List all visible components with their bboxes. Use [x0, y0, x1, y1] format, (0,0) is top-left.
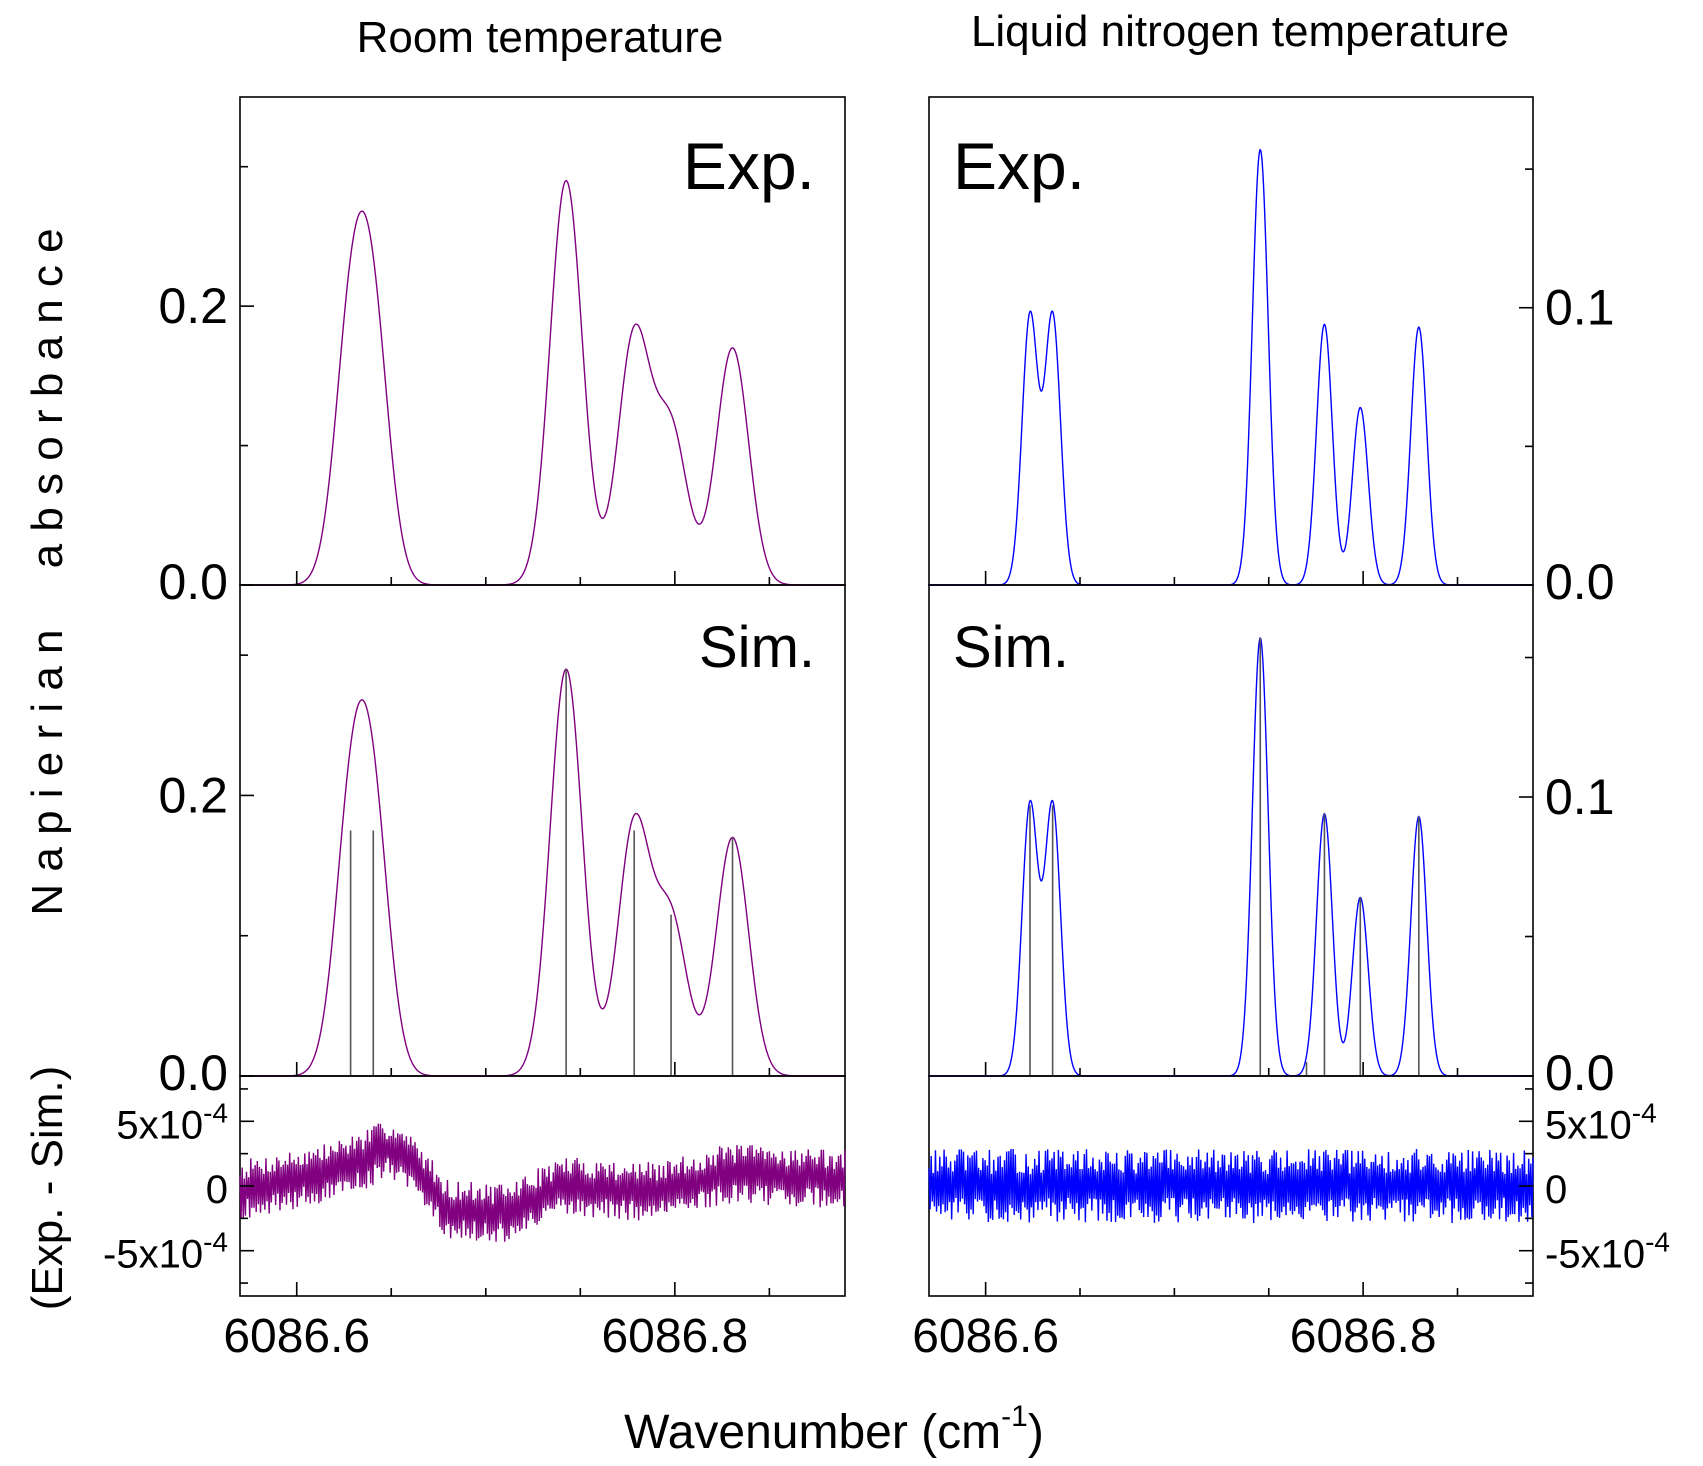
y-tick-label: 0: [206, 1168, 228, 1212]
y-tick-label: 0.2: [158, 278, 228, 334]
y-axis-label-residual: (Exp. - Sim.): [23, 1066, 72, 1310]
y-tick-label: 0.0: [158, 554, 228, 610]
panel-room-residual: 6086.6 6086.8 -5x10-4 0 5x10-4: [103, 1075, 846, 1363]
y-tick-label: -5x10-4: [103, 1227, 228, 1277]
y-tick-label: 0.0: [1545, 1045, 1615, 1101]
x-tick-label: 6086.6: [912, 1310, 1059, 1363]
panel-room-experimental: Exp. 0.0 0.2: [158, 96, 846, 610]
y-tick-label: 0.0: [158, 1045, 228, 1101]
panel-room-simulated: Sim. 0.0 0.2: [158, 584, 846, 1101]
series-line: [240, 179, 845, 586]
y-tick-label: 0.0: [1545, 554, 1615, 610]
column-title-ln2: Liquid nitrogen temperature: [971, 7, 1509, 56]
y-tick-label: 0.1: [1545, 769, 1615, 825]
y-tick-label: 5x10-4: [116, 1097, 228, 1147]
x-tick-label: 6086.8: [1290, 1310, 1437, 1363]
panel-ln2-experimental: Exp. 0.0 0.1: [928, 96, 1615, 610]
panel-label: Exp.: [953, 129, 1085, 203]
series-line: [240, 668, 845, 1077]
series-line: [928, 1149, 1534, 1224]
y-tick-label: 5x10-4: [1545, 1097, 1657, 1147]
y-tick-label: 0.2: [158, 767, 228, 823]
x-axis-label: Wavenumber (cm-1): [624, 1400, 1044, 1459]
panel-label: Sim.: [699, 615, 815, 680]
panel-ln2-simulated: Sim. 0.0 0.1: [928, 584, 1615, 1101]
series-line: [929, 148, 1533, 586]
series-line: [239, 1123, 846, 1242]
x-tick-label: 6086.8: [601, 1310, 748, 1363]
panel-ln2-residual: 6086.6 6086.8 -5x10-4 0 5x10-4: [912, 1075, 1670, 1363]
series-line: [929, 636, 1533, 1077]
panel-label: Sim.: [953, 615, 1069, 680]
y-tick-label: 0: [1545, 1168, 1567, 1212]
y-tick-label: 0.1: [1545, 280, 1615, 336]
y-axis-label-absorbance: N a p i e r i a n a b s o r b a n c e: [23, 228, 72, 915]
x-tick-label: 6086.6: [223, 1310, 370, 1363]
y-tick-label: -5x10-4: [1545, 1227, 1670, 1277]
column-title-room: Room temperature: [357, 13, 724, 62]
panel-label: Exp.: [683, 129, 815, 203]
